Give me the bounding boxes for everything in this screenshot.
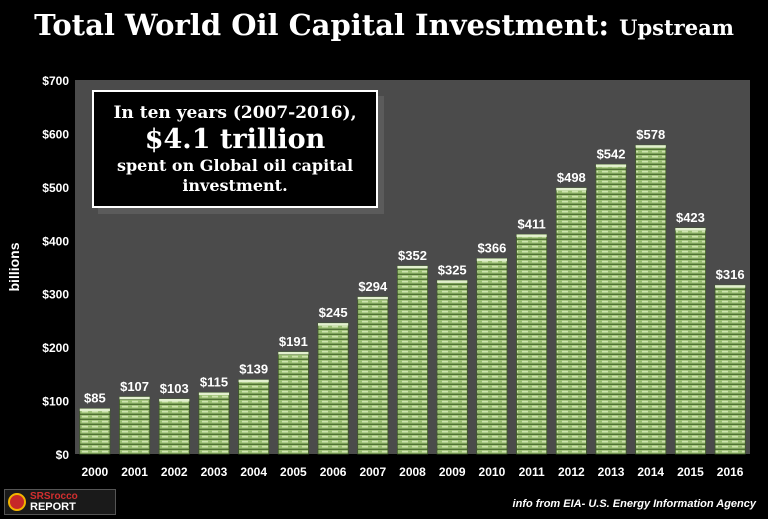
bar-top-edge [476,258,507,261]
bar-top-edge [318,323,349,326]
bar-2003 [198,392,230,455]
bar-2014 [635,144,667,455]
callout-line-1: In ten years (2007-2016), [113,103,357,123]
bar-top-edge [675,227,706,231]
x-tick-label: 2012 [558,465,585,479]
callout-box: In ten years (2007-2016), $4.1 trillion … [92,90,378,208]
source-note: info from EIA- U.S. Energy Information A… [512,498,756,510]
logo-line-2: REPORT [30,501,76,513]
bar-top-edge [516,234,547,237]
value-label: $115 [200,375,228,390]
value-label: $423 [676,210,705,225]
bar-top-edge [198,392,230,396]
y-tick-label: $500 [42,181,69,195]
value-label: $191 [279,334,308,349]
bar-2001 [119,396,151,455]
x-tick-label: 2014 [637,465,664,479]
bar-2002 [158,398,190,455]
srsrocco-logo: SRSrocco REPORT [4,489,116,515]
x-tick-label: 2010 [479,465,506,479]
chart-title: Total World Oil Capital Investment: Upst… [0,8,768,42]
value-label: $103 [160,381,189,396]
y-tick-label: $200 [42,341,69,355]
logo-seal-icon [8,493,26,511]
bars [79,144,746,455]
x-tick-label: 2003 [201,465,228,479]
value-label: $542 [597,146,626,161]
x-axis: 2000 2001 2002 2003 2004 2005 2006 2007 2008 2009… [82,465,744,479]
value-label: $578 [636,127,665,142]
bar-top-edge [357,296,388,300]
callout-line-3: spent on Global oil capital investment. [116,156,354,195]
bar-2007 [357,296,389,455]
value-label: $294 [358,279,388,294]
bar-top-edge [437,280,468,283]
value-label: $325 [438,262,467,277]
title-subtitle: Upstream [619,15,734,40]
bar-top-edge [595,164,627,167]
bar-2010 [476,258,508,455]
x-tick-label: 2015 [677,465,704,479]
value-label: $245 [319,305,348,320]
bar-2004 [238,379,270,455]
bar-2005 [277,351,309,455]
x-tick-label: 2011 [519,465,545,479]
y-tick-label: $400 [42,234,69,248]
bar-top-edge [119,396,150,400]
x-tick-label: 2002 [161,465,188,479]
value-label: $498 [557,170,586,185]
bar-2013 [595,164,627,455]
y-axis-label: billions [6,242,22,291]
x-tick-label: 2005 [280,465,307,479]
value-label: $352 [398,248,427,263]
value-label: $366 [477,240,506,255]
x-tick-label: 2009 [439,465,466,479]
bar-2006 [317,322,349,455]
x-tick-label: 2008 [399,465,426,479]
bar-2015 [674,227,706,455]
x-tick-label: 2006 [320,465,347,479]
bar-2000 [79,408,111,455]
bar-top-edge [238,379,269,383]
bar-2009 [436,279,468,455]
x-tick-label: 2001 [121,465,148,479]
y-tick-label: $600 [42,127,69,141]
callout-amount: $4.1 trillion [144,124,326,155]
bar-top-edge [397,265,428,269]
value-label: $85 [84,391,106,406]
bar-top-edge [556,187,587,191]
x-tick-label: 2013 [598,465,625,479]
bar-2011 [516,234,548,455]
value-label: $107 [120,379,149,394]
value-label: $139 [239,362,268,377]
bar-2012 [555,187,587,455]
bar-top-edge [635,145,666,148]
y-tick-label: $0 [56,448,70,462]
y-tick-label: $700 [42,74,69,88]
bar-top-edge [715,285,746,288]
x-tick-label: 2007 [359,465,386,479]
y-tick-label: $100 [42,395,69,409]
y-axis: $0 $100 $200 $300 $400 $500 $600 $700 [42,74,69,462]
bar-2016 [714,284,746,455]
bar-top-edge [79,408,110,412]
bar-2008 [397,265,428,455]
x-tick-label: 2016 [717,465,744,479]
x-tick-label: 2004 [240,465,267,479]
y-tick-label: $300 [42,288,69,302]
x-tick-label: 2000 [82,465,109,479]
value-label: $316 [716,267,745,282]
bar-top-edge [159,398,190,402]
value-label: $411 [518,216,546,231]
value-labels: $85 $107 $103 $115 $139 $191 $245 $294 $352 $325 $… [84,127,745,405]
title-main: Total World Oil Capital Investment: [34,8,620,42]
logo-line-1: SRSrocco [30,491,78,502]
bar-top-edge [278,351,309,355]
